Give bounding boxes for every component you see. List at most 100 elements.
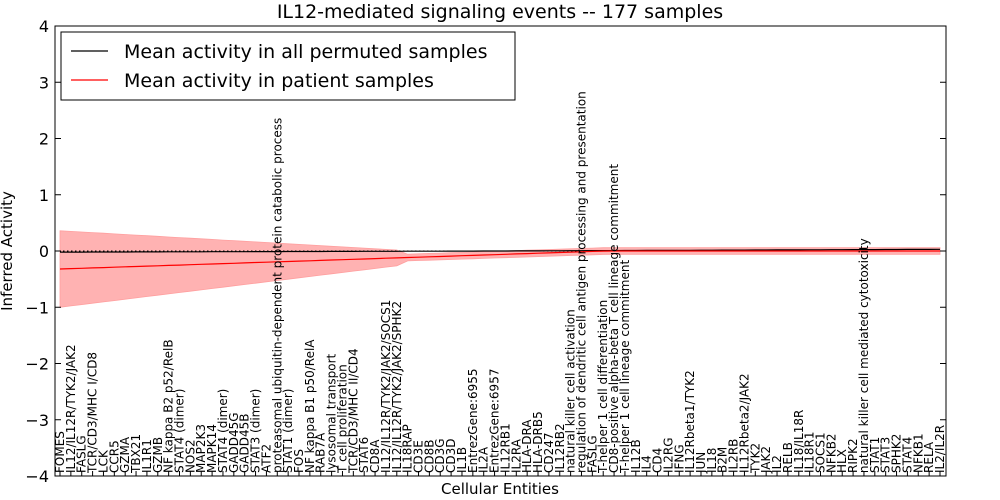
- x-category-label: natural killer cell activation: [564, 309, 578, 473]
- x-category-label: IL12Rbeta2/JAK2: [737, 373, 751, 473]
- x-category-label: GZMB: [151, 437, 165, 473]
- x-category-label: JUN: [694, 452, 708, 474]
- x-category-label: IL18RAP: [401, 424, 415, 473]
- x-category-label: HLA-DRA: [520, 419, 534, 473]
- y-tick-label: −1: [25, 298, 49, 317]
- x-category-label: IL1B: [455, 447, 469, 473]
- x-category-label: NF kappa B1 p50/RelA: [303, 339, 317, 473]
- x-category-label: STAT3 (dimer): [249, 389, 263, 473]
- x-category-label: FASLG: [585, 435, 599, 473]
- series-line-permuted: [60, 248, 941, 253]
- x-category-label: SPHK2: [890, 434, 904, 473]
- x-category-label: GADD45B: [238, 414, 252, 473]
- x-category-label: regulation of dendritic cell antigen pro…: [575, 91, 589, 473]
- series-layer: [59, 248, 941, 270]
- x-category-label: CD4: [651, 448, 665, 473]
- x-category-label: STAT3: [879, 437, 893, 473]
- y-tick-label: 3: [39, 73, 49, 92]
- x-category-label: SOCS1: [814, 432, 828, 473]
- x-category-label: IL18R1: [803, 432, 817, 473]
- x-category-label: IL2: [770, 455, 784, 473]
- x-axis-label: Cellular Entities: [441, 480, 559, 498]
- x-category-label: STAT1: [868, 437, 882, 473]
- x-category-label: IL12Rbeta1/TYK2: [683, 370, 697, 473]
- x-category-label: IL4: [640, 455, 654, 473]
- y-tick-label: 2: [39, 130, 49, 149]
- x-category-label: CD3E: [412, 440, 426, 473]
- x-category-label: TBX21: [129, 434, 143, 474]
- y-tick-label: −2: [25, 355, 49, 374]
- x-category-label: IL12RB2: [553, 423, 567, 473]
- x-category-label: IL12RB1: [498, 423, 512, 473]
- x-category-label: IL2RG: [661, 438, 675, 474]
- legend: Mean activity in all permuted samples Me…: [60, 31, 516, 101]
- x-category-label: FOS: [292, 449, 306, 473]
- x-category-label: GZMA: [118, 436, 132, 473]
- x-category-label: LCK: [97, 449, 111, 473]
- x-category-label: CCR5: [107, 440, 121, 473]
- x-category-label: proteasomal ubiquitin-dependent protein …: [270, 118, 284, 473]
- x-category-label: MAP2K3: [194, 424, 208, 473]
- x-axis-categories: FOMESIL12/IL12R/TYK2/JAK2FASLGTCR/CD3/MH…: [53, 91, 947, 476]
- y-axis-label: Inferred Activity: [0, 191, 16, 311]
- legend-label-permuted: Mean activity in all permuted samples: [124, 41, 487, 63]
- x-category-label: TYK2: [748, 443, 762, 474]
- x-category-label: IL12/IL12R/TYK2/JAK2: [64, 344, 78, 473]
- x-category-label: IL2/IL2R: [933, 425, 947, 473]
- x-category-label: STAT6: [357, 437, 371, 473]
- x-category-label: IL12B: [629, 439, 643, 473]
- x-category-label: EntrezGene:6955: [466, 368, 480, 472]
- x-category-label: STAT4 (dimer): [173, 389, 187, 473]
- x-category-label: TCR/CD3/MHC II/CD4: [346, 348, 360, 474]
- series-line-patient: [59, 250, 940, 270]
- x-category-label: CD8B: [422, 440, 436, 474]
- x-category-label: FOMES: [53, 431, 67, 473]
- x-category-label: CD8A: [368, 439, 382, 473]
- x-category-label: RELB: [781, 442, 795, 473]
- x-category-label: IL2RB: [727, 439, 741, 473]
- x-category-label: RELA: [922, 441, 936, 473]
- x-category-label: STAT1 (dimer): [281, 389, 295, 473]
- x-category-label: MAPK14: [205, 424, 219, 473]
- x-category-label: IL12/IL12R/TYK2/JAK2/SPHK2: [390, 301, 404, 473]
- x-category-label: IL18: [705, 448, 719, 474]
- x-category-label: natural killer cell mediated cytotoxicit…: [857, 238, 871, 473]
- x-category-label: ATF2: [259, 444, 273, 473]
- y-tick-label: −4: [25, 467, 49, 486]
- x-category-label: NF kappa B2 p52/RelB: [162, 339, 176, 473]
- x-category-label: NFKB2: [824, 433, 838, 473]
- chart-title: IL12-mediated signaling events -- 177 sa…: [277, 1, 723, 23]
- y-tick-label: −3: [25, 411, 49, 430]
- x-category-label: lysosomal transport: [325, 353, 339, 473]
- x-category-label: RAB7A: [314, 432, 328, 473]
- x-category-label: IL2A: [477, 446, 491, 473]
- x-category-label: IL12/IL12R/TYK2/JAK2/SOCS1: [379, 300, 393, 473]
- x-category-label: T-helper 1 cell lineage commitment: [618, 260, 632, 474]
- x-category-label: CD3G: [433, 438, 447, 473]
- x-category-label: GADD45G: [227, 412, 241, 473]
- y-tick-label: 4: [39, 17, 49, 36]
- x-category-label: HLX: [835, 449, 849, 473]
- y-axis: 4 3 2 1 0 −1 −2 −3 −4: [25, 17, 946, 486]
- x-category-label: JAK2: [759, 446, 773, 474]
- x-category-label: CD3D: [444, 438, 458, 473]
- x-category-label: STAT4: [900, 437, 914, 473]
- legend-box: [60, 31, 516, 101]
- legend-label-patient: Mean activity in patient samples: [124, 70, 434, 92]
- x-category-label: STAT4 (dimer): [216, 389, 230, 473]
- x-category-label: RIPK2: [846, 438, 860, 473]
- patient-confidence-band: [59, 230, 941, 308]
- y-tick-label: 0: [39, 242, 49, 261]
- x-category-label: CD8-positive alpha-beta T cell lineage c…: [607, 164, 621, 473]
- x-category-label: FASLG: [75, 435, 89, 473]
- x-category-label: IFNG: [672, 444, 686, 473]
- x-category-label: HLA-DRB5: [531, 411, 545, 473]
- x-category-label: NOS2: [183, 439, 197, 473]
- x-category-label: IL2RA: [509, 438, 523, 473]
- x-category-label: T-helper 1 cell differentiation: [596, 300, 610, 474]
- x-category-label: IL18/IL18R: [792, 410, 806, 473]
- x-category-label: EntrezGene:6957: [488, 369, 502, 473]
- x-category-label: NFKB1: [911, 433, 925, 473]
- x-category-label: CD247: [542, 432, 556, 473]
